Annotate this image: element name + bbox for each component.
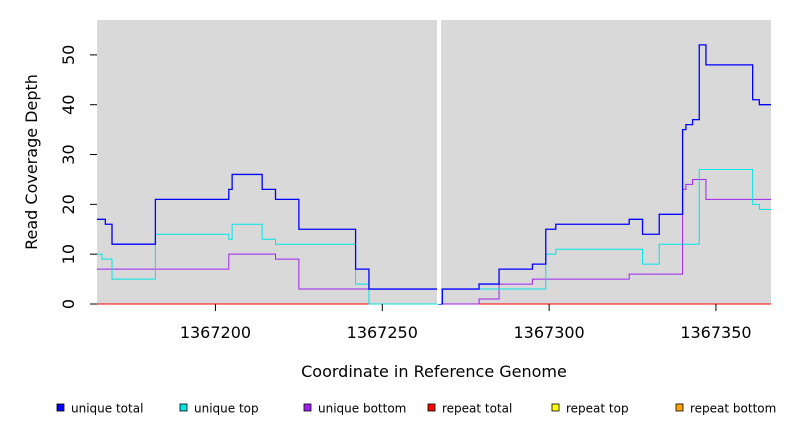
y-axis-title: Read Coverage Depth (22, 74, 41, 250)
legend-swatch-repeat-bottom (675, 403, 684, 412)
legend-label-repeat-bottom: repeat bottom (690, 402, 776, 416)
legend-label-unique-bottom: unique bottom (318, 402, 406, 416)
y-tick-label: 0 (59, 299, 78, 309)
gap-marker (437, 20, 441, 304)
y-tick-label: 10 (59, 244, 78, 264)
y-tick-label: 30 (59, 144, 78, 164)
legend-swatch-repeat-total (427, 403, 436, 412)
legend-swatch-repeat-top (551, 403, 560, 412)
legend-swatch-unique-total (56, 403, 65, 412)
y-tick-label: 20 (59, 194, 78, 214)
legend-label-repeat-total: repeat total (442, 402, 512, 416)
x-tick-label: 1367250 (347, 323, 418, 342)
legend-label-unique-top: unique top (194, 402, 259, 416)
x-tick-label: 1367300 (513, 323, 584, 342)
series-layer (97, 44, 771, 305)
y-tick-label: 40 (59, 95, 78, 115)
legend-swatch-unique-top (179, 403, 188, 412)
x-tick-label: 1367200 (180, 323, 251, 342)
x-axis-title: Coordinate in Reference Genome (301, 362, 567, 381)
legend-label-repeat-top: repeat top (566, 402, 629, 416)
x-axis: 1367200 1367250 1367300 1367350 (180, 304, 752, 342)
y-tick-label: 50 (59, 45, 78, 65)
legend: unique total unique top unique bottom repea… (56, 402, 776, 416)
y-axis: 0 10 20 30 40 50 (59, 45, 97, 309)
legend-swatch-unique-bottom (303, 403, 312, 412)
plot-area (97, 20, 771, 304)
series-line-unique-total (97, 44, 771, 305)
legend-label-unique-total: unique total (71, 402, 143, 416)
x-tick-label: 1367350 (680, 323, 751, 342)
